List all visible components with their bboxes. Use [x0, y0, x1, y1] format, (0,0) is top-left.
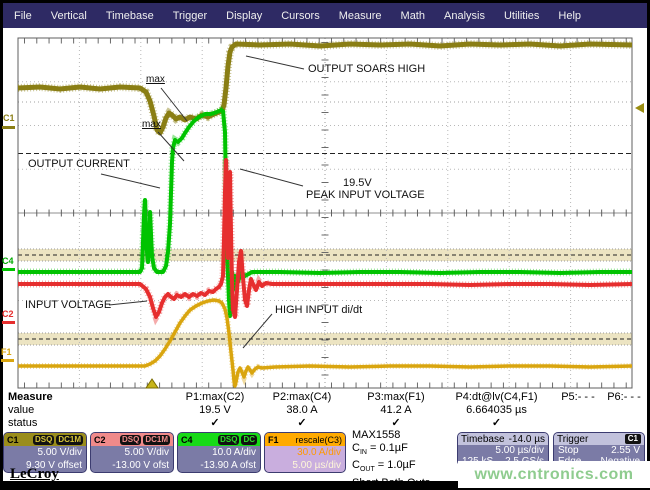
c4-offset: -13.90 A ofst — [200, 460, 256, 471]
annotation-high-input-didt: HIGH INPUT di/dt — [275, 304, 363, 316]
trigger-mode-label: Stop — [558, 445, 579, 456]
measure-param-p5[interactable]: P5:- - - — [561, 391, 595, 403]
measure-value-p2: 38.0 A — [286, 404, 318, 416]
measure-status-p2: ✓ — [297, 417, 307, 429]
menu-bar: File Vertical Timebase Trigger Display C… — [3, 3, 647, 28]
c2-offset: -13.00 V ofst — [112, 460, 169, 471]
menu-item-cursors[interactable]: Cursors — [281, 9, 320, 22]
c4-axis-label: C4 — [2, 256, 14, 266]
notes-cout: COUT = 1.0µF — [352, 459, 416, 474]
measure-title: Measure — [8, 391, 53, 403]
trigger-position-marker[interactable] — [145, 378, 159, 389]
c1-box-label: C1 — [7, 434, 19, 445]
timebase-offset: -14.0 µs — [508, 433, 545, 445]
trigger-slope: Negative — [601, 457, 640, 466]
trigger-type-label: Edge — [558, 457, 581, 466]
annotation-output-soars-high: OUTPUT SOARS HIGH — [308, 63, 426, 75]
measure-param-p6[interactable]: P6:- - - — [607, 391, 641, 403]
grid-border — [17, 37, 633, 389]
measure-status-label: status — [8, 417, 38, 429]
channel-box-c1[interactable]: C1 DSQ DC1M 5.00 V/div 9.30 V offset — [3, 432, 87, 473]
c2-box-label: C2 — [94, 434, 106, 445]
measure-param-p1[interactable]: P1:max(C2) — [185, 391, 245, 403]
measure-status-p1: ✓ — [210, 417, 220, 429]
f1-zero-marker — [1, 359, 14, 362]
measure-status-p3: ✓ — [391, 417, 401, 429]
c1-zero-marker — [2, 126, 15, 129]
bottom-border-bar — [0, 481, 650, 490]
menu-item-vertical[interactable]: Vertical — [50, 9, 87, 22]
trigger-level: 2.55 V — [611, 445, 640, 456]
c4-zero-marker — [2, 268, 15, 271]
notes-part-number: MAX1558 — [352, 429, 401, 441]
menu-item-file[interactable]: File — [14, 9, 32, 22]
timebase-per-div: 5.00 µs/div — [495, 445, 544, 456]
menu-item-help[interactable]: Help — [558, 9, 582, 22]
measure-param-p3[interactable]: P3:max(F1) — [367, 391, 425, 403]
f1-adiv: 30.0 A/div — [297, 447, 341, 458]
menu-item-analysis[interactable]: Analysis — [444, 9, 485, 22]
notes-cin: CIN = 0.1µF — [352, 441, 408, 456]
measure-value-p3: 41.2 A — [380, 404, 412, 416]
f1-tdiv: 5.00 µs/div — [292, 460, 341, 471]
c2-badge-dsq: DSQ — [119, 434, 142, 445]
annotation-peak-input-voltage: PEAK INPUT VOLTAGE — [306, 189, 425, 201]
measure-value-label: value — [8, 404, 35, 416]
timebase-rate: 2.5 GS/s — [505, 457, 544, 466]
channel-box-c4[interactable]: C4 DSQ DC 10.0 A/div -13.90 A ofst — [177, 432, 261, 473]
c2-axis-label: C2 — [2, 309, 14, 319]
annotation-output-current: OUTPUT CURRENT — [28, 158, 130, 170]
c1-vdiv: 5.00 V/div — [37, 447, 82, 458]
c1-badge-dsq: DSQ — [32, 434, 55, 445]
c4-adiv: 10.0 A/div — [212, 447, 256, 458]
channel-box-c2[interactable]: C2 DSQ DC1M 5.00 V/div -13.00 V ofst — [90, 432, 174, 473]
f1-box-label: F1 — [268, 434, 279, 445]
watermark: www.cntronics.com — [458, 461, 650, 488]
trigger-source-badge: C1 — [624, 434, 641, 444]
annotation-input-voltage: INPUT VOLTAGE — [25, 299, 112, 311]
c2-zero-marker — [2, 321, 15, 324]
annotation-peak-value: 19.5V — [343, 177, 372, 189]
lecroy-logo: LeCroy — [10, 466, 59, 482]
f1-axis-label: F1 — [1, 347, 12, 357]
c2-vdiv: 5.00 V/div — [124, 447, 169, 458]
measure-value-p1: 19.5 V — [199, 404, 231, 416]
c1-offset: 9.30 V offset — [26, 460, 82, 471]
timebase-box[interactable]: Timebase -14.0 µs 5.00 µs/div 125 kS 2.5 … — [457, 432, 549, 466]
function-box-f1[interactable]: F1 rescale(C3) 30.0 A/div 5.00 µs/div — [264, 432, 346, 473]
annotation-leader-lines — [100, 55, 305, 349]
measure-status-p4: ✓ — [491, 417, 502, 429]
c4-badge-coupling: DC — [241, 434, 257, 445]
measure-param-p2[interactable]: P2:max(C4) — [272, 391, 332, 403]
trigger-level-marker[interactable] — [635, 103, 644, 113]
c4-box-label: C4 — [181, 434, 193, 445]
menu-item-math[interactable]: Math — [400, 9, 425, 22]
timebase-title: Timebase — [461, 433, 505, 445]
annotation-max-lower: max — [142, 119, 161, 130]
f1-box-function: rescale(C3) — [295, 434, 342, 445]
timebase-samples: 125 kS — [462, 457, 493, 466]
measure-value-p4: 6.664035 µs — [466, 404, 527, 416]
annotation-max-upper: max — [146, 74, 165, 85]
menu-item-display[interactable]: Display — [226, 9, 263, 22]
c4-badge-dsq: DSQ — [218, 434, 240, 445]
c1-badge-coupling: DC1M — [56, 434, 83, 445]
menu-item-utilities[interactable]: Utilities — [503, 9, 540, 22]
c1-axis-label: C1 — [3, 113, 15, 123]
menu-item-measure[interactable]: Measure — [338, 9, 382, 22]
trigger-title: Trigger — [557, 433, 589, 445]
menu-item-timebase[interactable]: Timebase — [105, 9, 154, 22]
c2-badge-coupling: DC1M — [143, 434, 170, 445]
menu-item-trigger[interactable]: Trigger — [172, 9, 208, 22]
measure-param-p4[interactable]: P4:dt@lv(C4,F1) — [455, 391, 538, 403]
